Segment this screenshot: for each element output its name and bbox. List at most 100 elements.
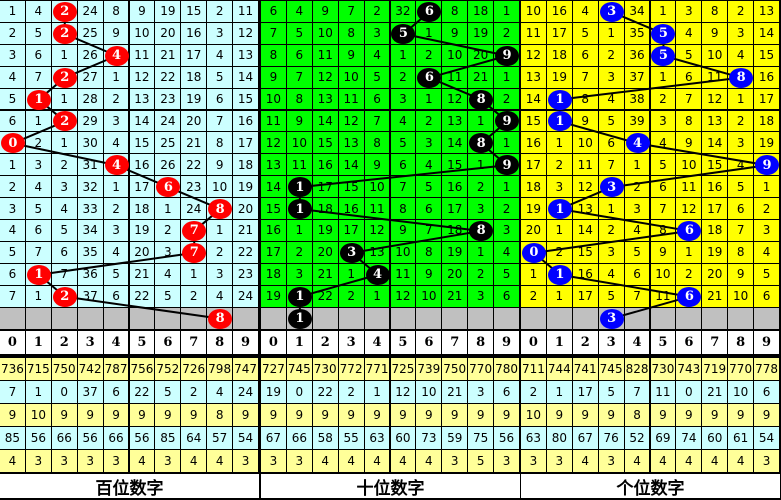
winning-digit-ball: 1 bbox=[26, 264, 51, 285]
stat-cell: 4 bbox=[364, 450, 391, 473]
grid-cell: 3 bbox=[676, 1, 703, 23]
grid-cell: 3 bbox=[25, 154, 52, 177]
grid-cell: 7 bbox=[261, 22, 287, 45]
grid-cell: 16 bbox=[572, 263, 599, 286]
column-digit-header: 9 bbox=[494, 331, 520, 355]
stat-cell: 75 bbox=[468, 427, 495, 450]
grid-cell: 6 bbox=[416, 198, 443, 220]
grid-cell: 7 bbox=[728, 220, 755, 242]
column-digit-header: 3 bbox=[77, 331, 104, 355]
stat-cell: 747 bbox=[233, 358, 259, 381]
grid-cell: 8 bbox=[702, 1, 729, 23]
stat-cell: 778 bbox=[754, 358, 780, 381]
grid-cell: 11 bbox=[442, 66, 469, 89]
winning-digit-ball: 6 bbox=[417, 67, 442, 88]
winning-digit-ball: 1 bbox=[547, 199, 572, 220]
stat-cell: 66 bbox=[51, 427, 78, 450]
grid-cell: 5 bbox=[390, 132, 417, 155]
grid-cell: 4 bbox=[0, 220, 26, 242]
grid-cell: 9 bbox=[676, 132, 703, 155]
grid-cell: 15 bbox=[261, 198, 287, 220]
stat-cell: 66 bbox=[103, 427, 130, 450]
winning-digit-ball: 3 bbox=[599, 177, 624, 198]
stat-cell: 12 bbox=[390, 381, 417, 404]
grid-cell: 16 bbox=[233, 110, 259, 133]
grid-cell: 17 bbox=[572, 285, 599, 308]
grid-cell: 12 bbox=[312, 66, 339, 89]
winning-digit-ball: 1 bbox=[287, 286, 312, 307]
column-digit-header: 7 bbox=[702, 331, 729, 355]
prediction-cell bbox=[312, 307, 339, 330]
prediction-cell bbox=[103, 307, 130, 330]
grid-cell: 19 bbox=[261, 285, 287, 308]
grid-cell: 18 bbox=[702, 220, 729, 242]
grid-cell: 1 bbox=[51, 44, 78, 67]
grid-cell: 20 bbox=[233, 198, 259, 220]
grid-cell: 6 bbox=[286, 44, 313, 67]
grid-cell: 1 bbox=[25, 110, 52, 133]
grid-cell: 2 bbox=[51, 154, 78, 177]
grid-cell: 13 bbox=[364, 241, 391, 264]
grid-cell: 6 bbox=[650, 176, 677, 199]
grid-cell: 35 bbox=[77, 241, 104, 264]
grid-cell: 34 bbox=[624, 1, 651, 23]
grid-cell: 10 bbox=[390, 241, 417, 264]
grid-cell: 7 bbox=[25, 241, 52, 264]
stat-cell: 4 bbox=[624, 450, 651, 473]
grid-cell: 39 bbox=[624, 110, 651, 133]
grid-cell: 16 bbox=[546, 1, 573, 23]
column-digit-header: 3 bbox=[338, 331, 365, 355]
grid-cell: 9 bbox=[129, 1, 156, 23]
stat-cell: 4 bbox=[0, 450, 26, 473]
stat-cell: 730 bbox=[650, 358, 677, 381]
stat-cell: 4 bbox=[207, 381, 234, 404]
grid-cell: 3 bbox=[155, 241, 182, 264]
grid-cell: 4 bbox=[416, 154, 443, 177]
grid-cell: 7 bbox=[338, 1, 365, 23]
grid-cell: 8 bbox=[364, 132, 391, 155]
grid-cell: 19 bbox=[155, 1, 182, 23]
stat-cell: 4 bbox=[181, 450, 208, 473]
grid-cell: 5 bbox=[25, 22, 52, 45]
grid-cell: 22 bbox=[312, 285, 339, 308]
prediction-ball: 3 bbox=[599, 308, 624, 329]
grid-cell: 11 bbox=[572, 154, 599, 177]
column-digit-header: 8 bbox=[207, 331, 234, 355]
grid-cell: 2 bbox=[25, 132, 52, 155]
grid-cell: 6 bbox=[51, 241, 78, 264]
grid-cell: 34 bbox=[77, 220, 104, 242]
grid-cell: 1 bbox=[25, 285, 52, 308]
grid-cell: 6 bbox=[103, 285, 130, 308]
grid-cell: 5 bbox=[598, 285, 625, 308]
grid-cell: 6 bbox=[0, 110, 26, 133]
grid-cell: 9 bbox=[390, 220, 417, 242]
grid-cell: 6 bbox=[754, 285, 780, 308]
section-label: 个位数字 bbox=[521, 474, 780, 499]
grid-cell: 8 bbox=[416, 241, 443, 264]
stat-cell: 711 bbox=[521, 358, 547, 381]
grid-cell: 2 bbox=[494, 198, 520, 220]
grid-cell: 3 bbox=[598, 241, 625, 264]
grid-cell: 19 bbox=[754, 132, 780, 155]
grid-cell: 3 bbox=[0, 44, 26, 67]
grid-cell: 20 bbox=[442, 263, 469, 286]
stat-cell: 745 bbox=[598, 358, 625, 381]
grid-cell: 9 bbox=[312, 1, 339, 23]
grid-cell: 18 bbox=[442, 220, 469, 242]
grid-cell: 1 bbox=[0, 1, 26, 23]
column-digit-header: 4 bbox=[624, 331, 651, 355]
stat-cell: 10 bbox=[416, 381, 443, 404]
grid-cell: 14 bbox=[572, 220, 599, 242]
grid-cell: 4 bbox=[25, 1, 52, 23]
grid-cell: 1 bbox=[624, 154, 651, 177]
grid-cell: 35 bbox=[624, 22, 651, 45]
grid-cell: 18 bbox=[261, 263, 287, 286]
grid-cell: 36 bbox=[77, 263, 104, 286]
grid-cell: 15 bbox=[572, 241, 599, 264]
grid-cell: 8 bbox=[442, 1, 469, 23]
stat-cell: 828 bbox=[624, 358, 651, 381]
grid-cell: 10 bbox=[312, 22, 339, 45]
stat-cell: 60 bbox=[702, 427, 729, 450]
grid-cell: 4 bbox=[728, 44, 755, 67]
grid-cell: 1 bbox=[416, 22, 443, 45]
